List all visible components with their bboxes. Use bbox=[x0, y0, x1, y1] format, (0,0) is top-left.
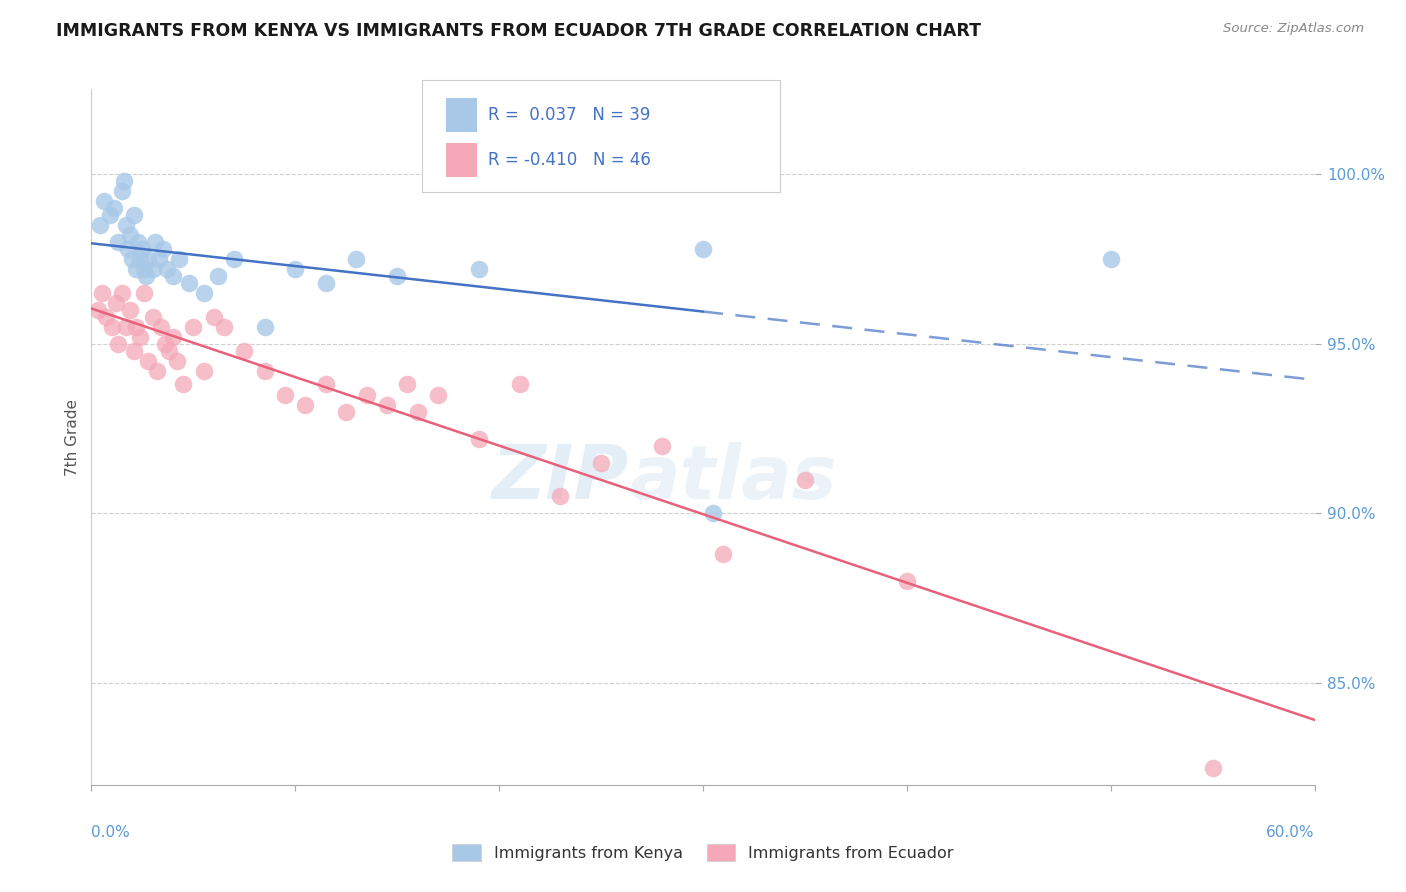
Point bbox=[115, 319, 138, 334]
Y-axis label: 7th Grade: 7th Grade bbox=[65, 399, 80, 475]
Text: R = -0.410   N = 46: R = -0.410 N = 46 bbox=[488, 151, 651, 169]
Point bbox=[127, 235, 149, 249]
Point bbox=[356, 387, 378, 401]
Point bbox=[467, 262, 491, 277]
Point bbox=[202, 310, 225, 324]
Point bbox=[129, 330, 152, 344]
Point bbox=[98, 208, 121, 222]
Point bbox=[396, 377, 419, 392]
Point bbox=[89, 218, 111, 232]
Text: Source: ZipAtlas.com: Source: ZipAtlas.com bbox=[1223, 22, 1364, 36]
Point bbox=[117, 242, 139, 256]
Point bbox=[112, 174, 135, 188]
Point bbox=[509, 377, 531, 392]
Point bbox=[93, 194, 115, 209]
Point bbox=[315, 276, 337, 290]
Point bbox=[156, 262, 179, 277]
Point bbox=[115, 218, 138, 232]
Point bbox=[166, 353, 188, 368]
Point bbox=[111, 285, 134, 300]
Point bbox=[107, 336, 129, 351]
Point bbox=[193, 364, 215, 378]
Point bbox=[141, 310, 163, 324]
Point bbox=[702, 507, 724, 521]
Point bbox=[692, 242, 714, 256]
Point bbox=[131, 242, 153, 256]
Point bbox=[152, 242, 174, 256]
Point bbox=[406, 404, 429, 418]
Point bbox=[90, 285, 112, 300]
Point bbox=[157, 343, 180, 358]
Legend: Immigrants from Kenya, Immigrants from Ecuador: Immigrants from Kenya, Immigrants from E… bbox=[446, 838, 960, 867]
Point bbox=[222, 252, 246, 266]
Point bbox=[145, 364, 167, 378]
Point bbox=[167, 252, 190, 266]
Point bbox=[120, 302, 142, 317]
Point bbox=[86, 302, 108, 317]
Point bbox=[1202, 761, 1225, 775]
Point bbox=[794, 473, 817, 487]
Point bbox=[94, 310, 117, 324]
Point bbox=[651, 439, 673, 453]
Point bbox=[134, 285, 156, 300]
Text: IMMIGRANTS FROM KENYA VS IMMIGRANTS FROM ECUADOR 7TH GRADE CORRELATION CHART: IMMIGRANTS FROM KENYA VS IMMIGRANTS FROM… bbox=[56, 22, 981, 40]
Point bbox=[172, 377, 194, 392]
Point bbox=[103, 201, 125, 215]
Point bbox=[1099, 252, 1122, 266]
Point bbox=[896, 574, 918, 589]
Point bbox=[375, 398, 398, 412]
Point bbox=[335, 404, 357, 418]
Text: ZIP: ZIP bbox=[492, 442, 630, 516]
Point bbox=[253, 364, 276, 378]
Point bbox=[104, 296, 127, 310]
Point bbox=[129, 252, 152, 266]
Text: atlas: atlas bbox=[630, 442, 837, 516]
Point bbox=[183, 319, 205, 334]
Point bbox=[120, 228, 142, 243]
Point bbox=[111, 184, 134, 198]
Point bbox=[149, 319, 172, 334]
Point bbox=[284, 262, 307, 277]
Text: 60.0%: 60.0% bbox=[1267, 825, 1315, 840]
Point bbox=[125, 262, 148, 277]
Text: 0.0%: 0.0% bbox=[91, 825, 131, 840]
Point bbox=[179, 276, 201, 290]
Point bbox=[385, 268, 409, 283]
Point bbox=[193, 285, 215, 300]
Text: R =  0.037   N = 39: R = 0.037 N = 39 bbox=[488, 106, 650, 124]
Point bbox=[122, 343, 145, 358]
Point bbox=[101, 319, 124, 334]
Point bbox=[162, 330, 184, 344]
Point bbox=[294, 398, 316, 412]
Point bbox=[233, 343, 256, 358]
Point bbox=[346, 252, 368, 266]
Point bbox=[274, 387, 297, 401]
Point bbox=[122, 208, 145, 222]
Point bbox=[148, 252, 170, 266]
Point bbox=[125, 319, 148, 334]
Point bbox=[141, 262, 163, 277]
Point bbox=[315, 377, 337, 392]
Point bbox=[162, 268, 184, 283]
Point bbox=[427, 387, 450, 401]
Point bbox=[121, 252, 143, 266]
Point bbox=[143, 235, 166, 249]
Point bbox=[134, 262, 156, 277]
Point bbox=[135, 268, 157, 283]
Point bbox=[207, 268, 229, 283]
Point bbox=[591, 456, 613, 470]
Point bbox=[107, 235, 129, 249]
Point bbox=[253, 319, 276, 334]
Point bbox=[550, 490, 572, 504]
Point bbox=[153, 336, 176, 351]
Point bbox=[467, 432, 491, 446]
Point bbox=[212, 319, 235, 334]
Point bbox=[138, 252, 160, 266]
Point bbox=[713, 547, 735, 561]
Point bbox=[138, 353, 160, 368]
